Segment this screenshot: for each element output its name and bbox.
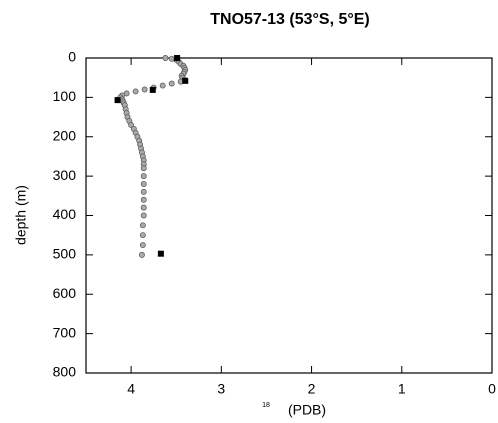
y-tick-label: 200 <box>53 127 77 143</box>
y-tick-label: 600 <box>53 285 77 301</box>
circle-point <box>140 196 147 203</box>
x-axis-label-superscript: 18 <box>262 402 270 409</box>
y-axis-label: depth (m) <box>13 185 29 245</box>
y-tick-label: 0 <box>68 49 76 65</box>
circle-point <box>140 173 147 180</box>
square-point <box>114 97 121 104</box>
chart-title: TNO57-13 (53°S, 5°E) <box>210 11 370 28</box>
x-tick-label: 2 <box>308 381 316 397</box>
x-tick-label: 1 <box>398 381 406 397</box>
circle-point <box>128 121 135 128</box>
y-tick-label: 500 <box>53 246 77 262</box>
y-tick-label: 300 <box>53 167 77 183</box>
circle-point <box>140 188 147 195</box>
square-point <box>157 250 164 257</box>
circle-point <box>140 212 147 219</box>
circle-point <box>140 204 147 211</box>
y-tick-label: 100 <box>53 88 77 104</box>
x-axis-label: (PDB) <box>288 402 326 418</box>
circle-point <box>139 242 146 248</box>
circle-point <box>140 165 147 172</box>
circle-point <box>162 55 169 61</box>
circle-point <box>140 181 147 187</box>
y-tick-label: 400 <box>53 206 77 222</box>
circle-point <box>168 80 175 87</box>
circle-point <box>139 222 146 229</box>
circle-point <box>159 82 166 89</box>
x-tick-label: 0 <box>488 381 496 397</box>
circle-point <box>141 86 148 93</box>
circle-point <box>138 251 145 258</box>
circle-point <box>139 232 146 239</box>
y-tick-label: 800 <box>53 364 77 380</box>
square-point <box>149 86 156 93</box>
y-tick-label: 700 <box>53 324 77 340</box>
plot-frame <box>85 57 493 374</box>
x-tick-label: 4 <box>127 381 135 397</box>
square-point <box>182 77 189 84</box>
x-tick-label: 3 <box>217 381 225 397</box>
circle-point <box>132 88 139 95</box>
square-point <box>174 55 181 61</box>
